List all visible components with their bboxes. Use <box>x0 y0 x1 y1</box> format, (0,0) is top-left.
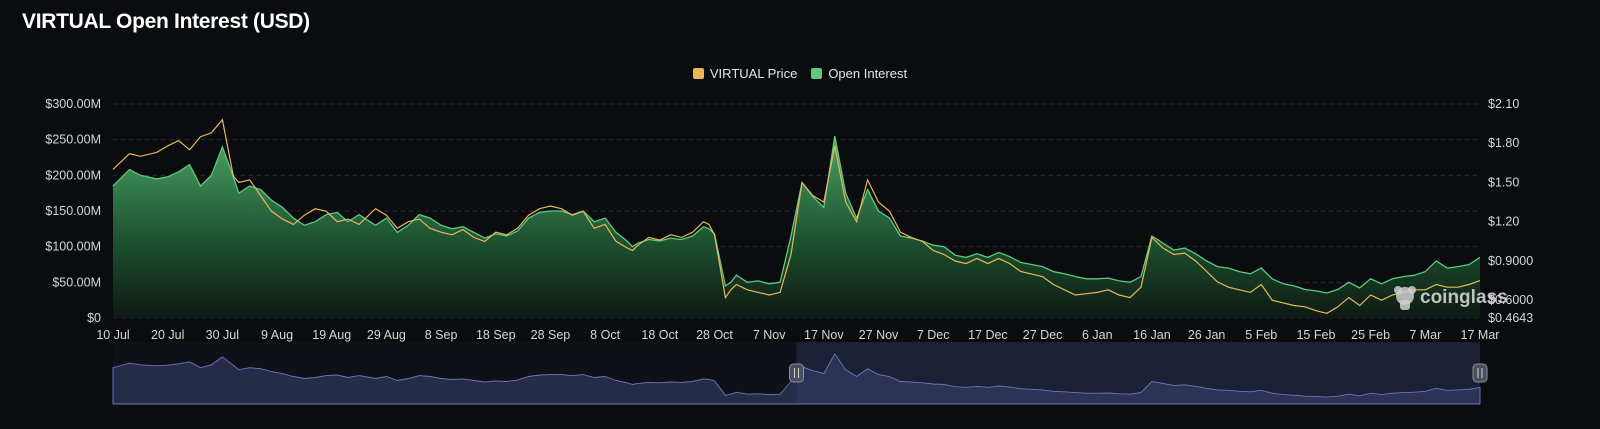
legend-swatch-price <box>692 68 704 79</box>
navigator-handle-left[interactable] <box>789 363 804 383</box>
x-axis: 10 Jul 20 Jul 30 Jul 9 Aug 19 Aug 29 Aug 8 Sep… <box>96 328 1499 342</box>
price-line <box>112 118 1481 314</box>
legend-item-price[interactable]: VIRTUAL Price <box>692 66 798 81</box>
right-tick-label: $1.20 <box>1488 215 1519 229</box>
plot-area[interactable] <box>112 118 1481 318</box>
left-tick-label: $0 <box>87 311 101 325</box>
range-navigator[interactable] <box>112 342 1488 405</box>
x-tick-label: 7 Dec <box>917 328 950 342</box>
chart-title: VIRTUAL Open Interest (USD) <box>22 10 310 33</box>
x-tick-label: 6 Jan <box>1082 328 1113 342</box>
x-tick-label: 18 Sep <box>476 328 516 342</box>
left-tick-label: $200.00M <box>45 168 101 182</box>
x-tick-label: 17 Dec <box>968 328 1008 342</box>
x-tick-label: 27 Nov <box>859 328 899 342</box>
x-tick-label: 5 Feb <box>1245 328 1277 342</box>
x-tick-label: 30 Jul <box>206 328 239 342</box>
right-tick-label: $0.9000 <box>1488 254 1533 268</box>
x-tick-label: 10 Jul <box>96 328 129 342</box>
legend-label-open-interest: Open Interest <box>828 66 908 81</box>
x-tick-label: 29 Aug <box>367 328 406 342</box>
x-tick-label: 8 Oct <box>590 328 620 342</box>
left-tick-label: $50.00M <box>52 275 101 289</box>
x-tick-label: 26 Jan <box>1188 328 1226 342</box>
x-tick-label: 9 Aug <box>261 328 293 342</box>
right-tick-label: $0.4643 <box>1488 311 1533 325</box>
coinglass-logo-icon <box>1394 286 1416 310</box>
x-tick-label: 7 Nov <box>753 328 786 342</box>
right-tick-label: $0.6000 <box>1488 293 1533 307</box>
left-tick-label: $100.00M <box>45 240 101 254</box>
legend-swatch-open-interest <box>811 68 823 79</box>
navigator-handle-right[interactable] <box>1472 363 1488 383</box>
left-axis: $0 $50.00M $100.00M $150.00M $200.00M $250.00… <box>45 97 101 325</box>
right-tick-label: $1.80 <box>1488 136 1519 150</box>
coinglass-watermark: coinglass <box>1394 286 1508 310</box>
right-tick-label: $1.50 <box>1488 175 1519 189</box>
left-tick-label: $300.00M <box>45 97 101 111</box>
right-tick-label: $2.10 <box>1488 97 1519 111</box>
x-tick-label: 28 Oct <box>696 328 733 342</box>
x-tick-label: 7 Mar <box>1409 328 1441 342</box>
x-tick-label: 25 Feb <box>1351 328 1390 342</box>
open-interest-area <box>113 136 1480 318</box>
left-tick-label: $250.00M <box>45 133 101 147</box>
x-tick-label: 17 Nov <box>804 328 844 342</box>
x-tick-label: 16 Jan <box>1133 328 1171 342</box>
coinglass-wordmark: coinglass <box>1420 287 1508 308</box>
handle-body <box>1472 363 1488 383</box>
x-tick-label: 18 Oct <box>641 328 678 342</box>
legend-item-open-interest[interactable]: Open Interest <box>811 66 907 81</box>
right-axis: $0.4643 $0.6000 $0.9000 $1.20 $1.50 $1.80 $2.1… <box>1488 97 1533 325</box>
x-tick-label: 20 Jul <box>151 328 184 342</box>
x-tick-label: 17 Mar <box>1461 328 1500 342</box>
legend: VIRTUAL Price Open Interest <box>0 66 1600 81</box>
x-tick-label: 28 Sep <box>531 328 571 342</box>
x-tick-label: 15 Feb <box>1296 328 1335 342</box>
x-tick-label: 27 Dec <box>1023 328 1063 342</box>
x-tick-label: 8 Sep <box>425 328 458 342</box>
x-tick-label: 19 Aug <box>312 328 351 342</box>
left-tick-label: $150.00M <box>45 204 101 218</box>
handle-body <box>789 363 804 383</box>
legend-label-price: VIRTUAL Price <box>709 66 798 81</box>
